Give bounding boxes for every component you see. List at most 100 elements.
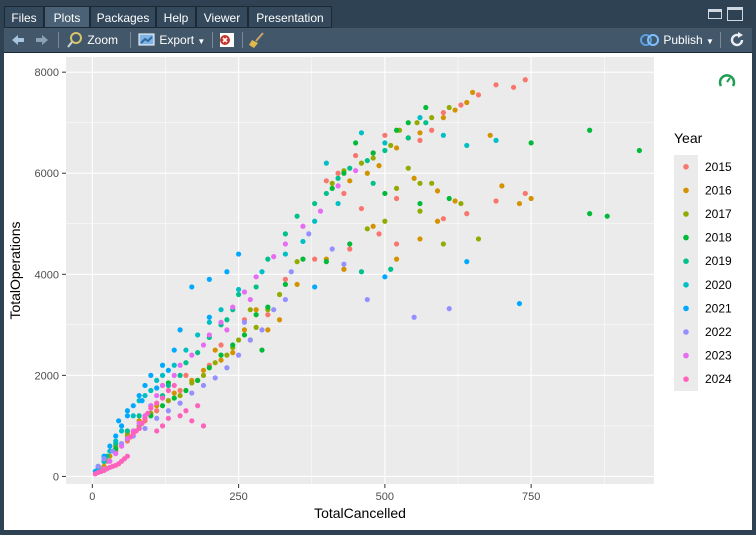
data-point-2018 [587, 211, 593, 217]
data-point-2022 [446, 306, 452, 312]
data-point-2022 [95, 463, 101, 469]
tab-help[interactable]: Help [156, 6, 196, 28]
data-point-2015 [218, 342, 224, 348]
maximize-pane-button[interactable] [727, 7, 743, 21]
data-point-2016 [253, 307, 259, 313]
data-point-2015 [429, 127, 435, 133]
data-point-2019 [294, 213, 300, 219]
data-point-2022 [235, 352, 242, 358]
data-point-2020 [312, 218, 318, 224]
data-point-2021 [224, 269, 230, 275]
loading-icon [718, 74, 736, 87]
data-point-2018 [218, 352, 224, 358]
legend-label-2016: 2016 [705, 183, 732, 197]
data-point-2018 [636, 147, 642, 154]
data-point-2023 [159, 382, 166, 389]
back-arrow-icon[interactable] [10, 31, 26, 49]
data-point-2020 [259, 269, 265, 275]
remove-plot-button[interactable] [218, 31, 236, 49]
data-point-2022 [341, 261, 347, 267]
tab-viewer[interactable]: Viewer [196, 6, 248, 28]
data-point-2015 [347, 246, 353, 252]
data-point-2023 [107, 458, 113, 464]
publish-icon [640, 34, 659, 46]
x-tick-label: 0 [89, 491, 95, 503]
data-point-2024 [189, 418, 195, 424]
data-point-2024 [154, 428, 160, 434]
data-point-2019 [347, 165, 353, 171]
data-point-2018 [329, 185, 335, 191]
data-point-2024 [200, 423, 207, 429]
data-point-2020 [417, 115, 423, 121]
data-point-2021 [124, 413, 131, 419]
y-tick-label: 0 [53, 471, 59, 483]
data-point-2021 [171, 347, 177, 353]
tab-packages[interactable]: Packages [90, 6, 156, 28]
export-button[interactable]: Export ▼ [138, 31, 205, 49]
data-point-2019 [235, 291, 242, 298]
toolbar-separator [242, 32, 243, 48]
data-point-2018 [417, 200, 423, 207]
data-point-2023 [118, 443, 125, 449]
data-point-2016 [347, 178, 353, 184]
data-point-2018 [446, 195, 452, 202]
data-point-2020 [335, 200, 341, 207]
data-point-2018 [183, 387, 189, 394]
data-point-2019 [382, 147, 388, 154]
tab-plots[interactable]: Plots [44, 6, 90, 28]
data-point-2018 [382, 190, 388, 197]
data-point-2016 [370, 223, 376, 229]
data-point-2021 [130, 403, 136, 409]
data-point-2024 [165, 387, 171, 394]
data-point-2019 [335, 175, 341, 181]
data-point-2023 [171, 372, 177, 378]
data-point-2016 [417, 130, 423, 136]
forward-arrow-icon[interactable] [34, 31, 50, 49]
tab-files[interactable]: Files [4, 6, 44, 28]
legend-label-2019: 2019 [705, 254, 732, 268]
data-point-2018 [405, 120, 411, 126]
data-point-2021 [139, 398, 145, 404]
legend-label-2023: 2023 [705, 349, 732, 363]
data-point-2023 [206, 332, 212, 338]
data-point-2021 [189, 284, 195, 290]
publish-button[interactable]: Publish ▼ [640, 31, 714, 49]
data-point-2015 [183, 372, 189, 378]
data-point-2019 [224, 317, 230, 323]
data-point-2021 [464, 259, 470, 265]
data-point-2018 [323, 259, 329, 265]
data-point-2018 [587, 127, 593, 133]
minimize-pane-button[interactable] [708, 9, 722, 19]
data-point-2019 [312, 200, 318, 207]
data-point-2023 [241, 289, 248, 295]
data-point-2024 [148, 405, 154, 411]
refresh-button[interactable] [728, 31, 746, 49]
x-axis-label: TotalCancelled [314, 505, 406, 521]
data-point-2015 [177, 387, 183, 394]
zoom-label: Zoom [87, 33, 119, 47]
data-point-2023 [189, 352, 195, 358]
zoom-button[interactable]: Zoom [66, 31, 118, 49]
tab-presentation[interactable]: Presentation [248, 6, 332, 28]
data-point-2019 [370, 180, 376, 186]
data-point-2024 [177, 413, 183, 419]
data-point-2021 [177, 327, 183, 333]
data-point-2017 [417, 208, 423, 214]
data-point-2018 [206, 365, 212, 371]
data-point-2016 [499, 183, 505, 189]
data-point-2015 [522, 77, 528, 83]
x-tick-label: 250 [229, 491, 247, 503]
data-point-2017 [165, 398, 171, 404]
legend-key-2015 [683, 164, 689, 170]
data-point-2017 [294, 259, 300, 265]
data-point-2024 [183, 408, 189, 414]
clear-plots-button[interactable] [248, 31, 266, 49]
data-point-2020 [206, 319, 212, 325]
data-point-2017 [414, 120, 420, 126]
data-point-2019 [253, 284, 259, 290]
data-point-2017 [358, 160, 365, 166]
data-point-2019 [177, 372, 183, 378]
legend-key-background [674, 155, 698, 391]
data-point-2019 [323, 190, 329, 197]
